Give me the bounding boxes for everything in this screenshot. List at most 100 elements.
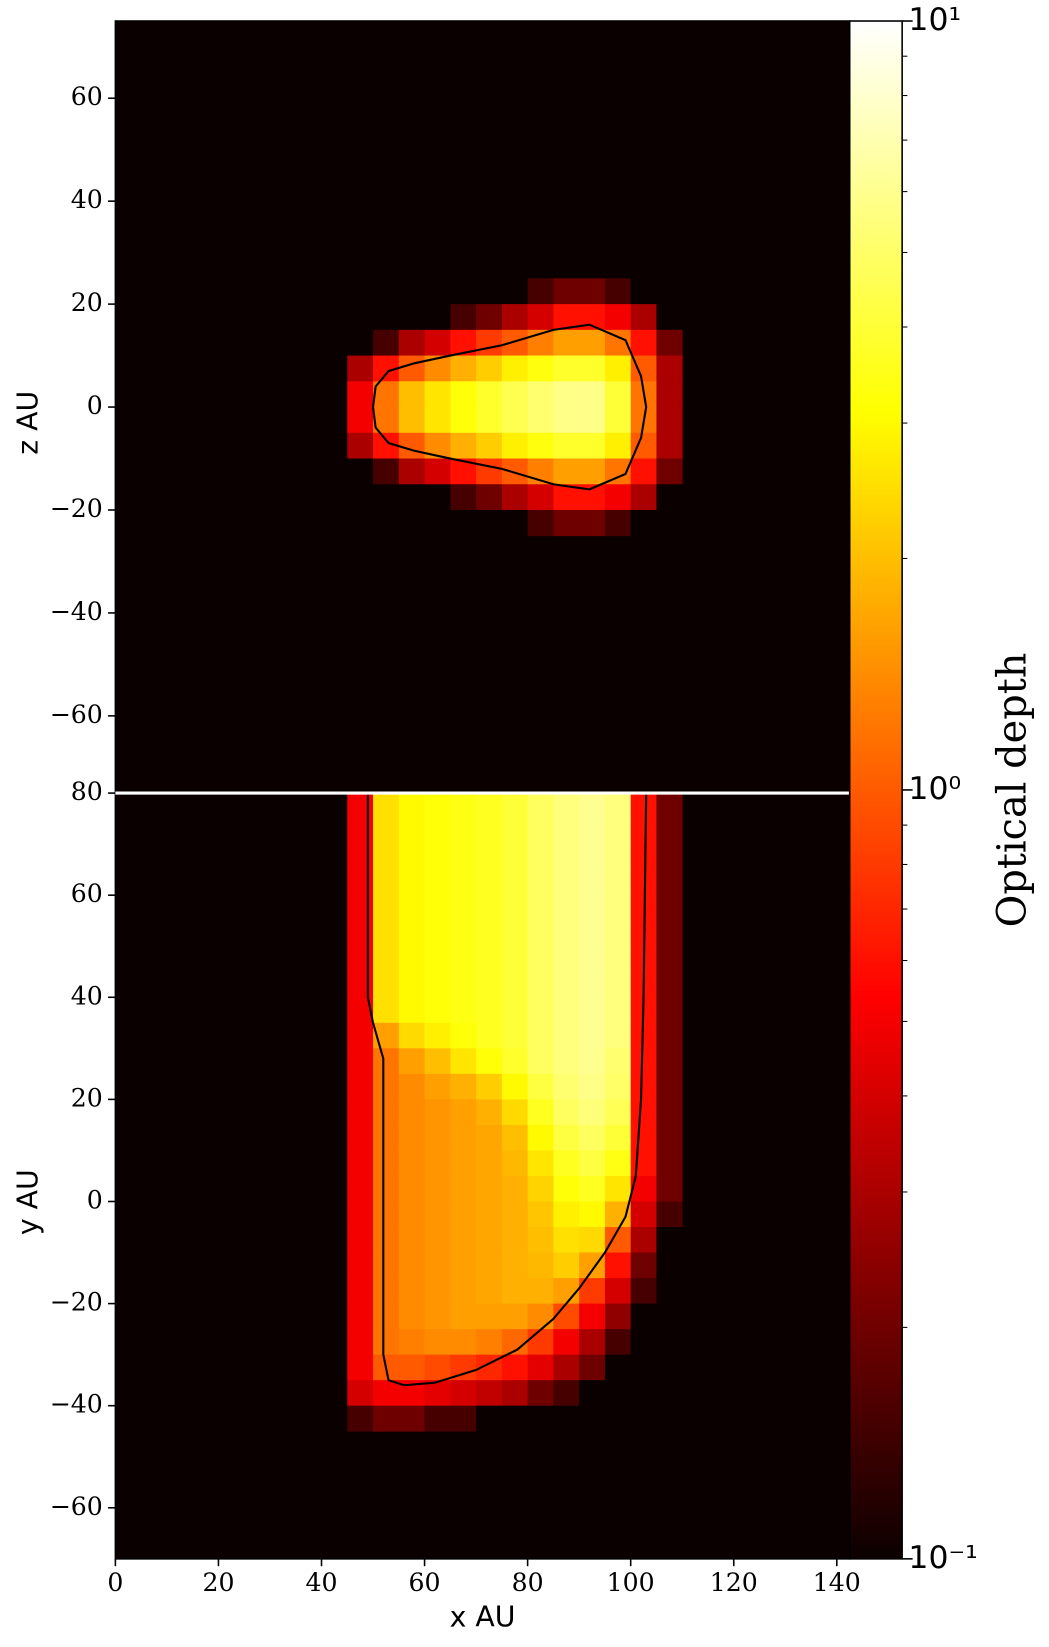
- heatmap-cell: [373, 1201, 400, 1228]
- heatmap-cell: [450, 1048, 477, 1075]
- heatmap-cell: [604, 1124, 632, 1151]
- y-axis-label: z AU: [11, 391, 44, 455]
- heatmap-cell: [553, 793, 580, 820]
- heatmap-cell: [527, 1278, 554, 1305]
- heatmap-cell: [656, 1405, 683, 1432]
- heatmap-cell: [450, 793, 477, 820]
- heatmap-cell: [501, 509, 529, 537]
- heatmap-cell: [476, 329, 503, 356]
- heatmap-cell: [476, 1201, 503, 1228]
- heatmap-cell: [347, 1175, 374, 1202]
- heatmap-cell: [424, 304, 451, 331]
- heatmap-cell: [630, 458, 657, 485]
- heatmap-cell: [656, 1175, 683, 1202]
- heatmap-cell: [527, 381, 554, 408]
- heatmap-cell: [501, 1175, 529, 1202]
- heatmap-cell: [398, 1073, 425, 1100]
- heatmap-cell: [630, 1329, 657, 1356]
- heatmap-cell: [398, 355, 425, 382]
- heatmap-cell: [398, 844, 425, 871]
- heatmap-cell: [527, 1150, 554, 1177]
- heatmap-cell: [450, 1201, 477, 1228]
- heatmap-cell: [553, 1227, 580, 1253]
- heatmap-cell: [347, 1150, 374, 1177]
- colorbar-frame: [848, 20, 903, 1560]
- heatmap-cell: [347, 818, 374, 845]
- panel: [115, 21, 850, 794]
- heatmap-cell: [398, 1175, 425, 1202]
- heatmap-cell: [373, 1227, 400, 1253]
- heatmap-cell: [630, 509, 657, 537]
- heatmap-cell: [527, 1354, 554, 1381]
- heatmap-cell: [347, 1405, 374, 1432]
- heatmap-cell: [604, 1252, 632, 1279]
- heatmap-cell: [450, 997, 477, 1024]
- heatmap-cell: [553, 1022, 580, 1049]
- x-axis-label: x AU: [450, 1601, 516, 1634]
- heatmap-cell: [347, 946, 374, 973]
- heatmap-cell: [398, 1278, 425, 1305]
- heatmap-cell: [424, 1354, 451, 1381]
- heatmap-cell: [424, 793, 451, 820]
- heatmap-cell: [373, 1048, 400, 1075]
- heatmap-cell: [604, 1022, 632, 1049]
- heatmap-cell: [347, 1048, 374, 1075]
- heatmap-cell: [398, 920, 425, 947]
- heatmap-cell: [553, 381, 580, 408]
- heatmap-cell: [604, 355, 632, 382]
- heatmap-cell: [476, 997, 503, 1024]
- heatmap-cell: [373, 920, 400, 947]
- heatmap-cell: [579, 1073, 606, 1100]
- heatmap-cell: [476, 458, 503, 485]
- heatmap-cell: [424, 329, 451, 356]
- heatmap-cell: [476, 355, 503, 382]
- heatmap-cell: [656, 329, 683, 356]
- heatmap-cell: [527, 1252, 554, 1279]
- heatmap-cell: [501, 793, 529, 820]
- heatmap-cell: [424, 1175, 451, 1202]
- heatmap-cell: [656, 432, 683, 459]
- heatmap-cell: [373, 1175, 400, 1202]
- heatmap-cell: [604, 1175, 632, 1202]
- heatmap-cell: [527, 432, 554, 459]
- y-tick-label: −40: [50, 1390, 103, 1419]
- heatmap-cell: [656, 1073, 683, 1100]
- heatmap-cell: [501, 1227, 529, 1253]
- heatmap-cell: [373, 895, 400, 922]
- heatmap-cell: [476, 1303, 503, 1330]
- heatmap-cell: [579, 432, 606, 459]
- heatmap-cell: [527, 1405, 554, 1432]
- heatmap-cell: [553, 484, 580, 511]
- heatmap-cell: [604, 1354, 632, 1381]
- heatmap-cell: [398, 1201, 425, 1228]
- heatmap-cell: [424, 844, 451, 871]
- heatmap-cell: [373, 1099, 400, 1126]
- heatmap-cell: [656, 509, 683, 537]
- heatmap-cell: [553, 1124, 580, 1151]
- heatmap-cell: [579, 997, 606, 1024]
- heatmap-cell: [398, 818, 425, 845]
- heatmap-cell: [579, 278, 606, 305]
- heatmap-cell: [347, 971, 374, 998]
- heatmap-cell: [630, 793, 657, 820]
- heatmap-cell: [579, 1227, 606, 1253]
- heatmap-cell: [347, 355, 374, 382]
- heatmap-cell: [347, 1278, 374, 1305]
- heatmap-cell: [501, 869, 529, 896]
- heatmap-cell: [527, 920, 554, 947]
- heatmap-cell: [579, 1405, 606, 1432]
- colorbar-tick-label: 10⁰: [908, 771, 961, 807]
- heatmap-cell: [604, 1303, 632, 1330]
- heatmap-cell: [398, 484, 425, 511]
- heatmap-cell: [579, 1380, 606, 1407]
- heatmap-cell: [424, 458, 451, 485]
- heatmap-cell: [630, 869, 657, 896]
- heatmap-cell: [527, 1099, 554, 1126]
- heatmap-cell: [450, 278, 477, 305]
- heatmap-cell: [604, 1073, 632, 1100]
- heatmap-cell: [527, 1073, 554, 1100]
- heatmap-cell: [450, 509, 477, 537]
- heatmap-cell: [527, 509, 554, 537]
- heatmap-cell: [501, 920, 529, 947]
- y-tick-label: −60: [50, 700, 103, 729]
